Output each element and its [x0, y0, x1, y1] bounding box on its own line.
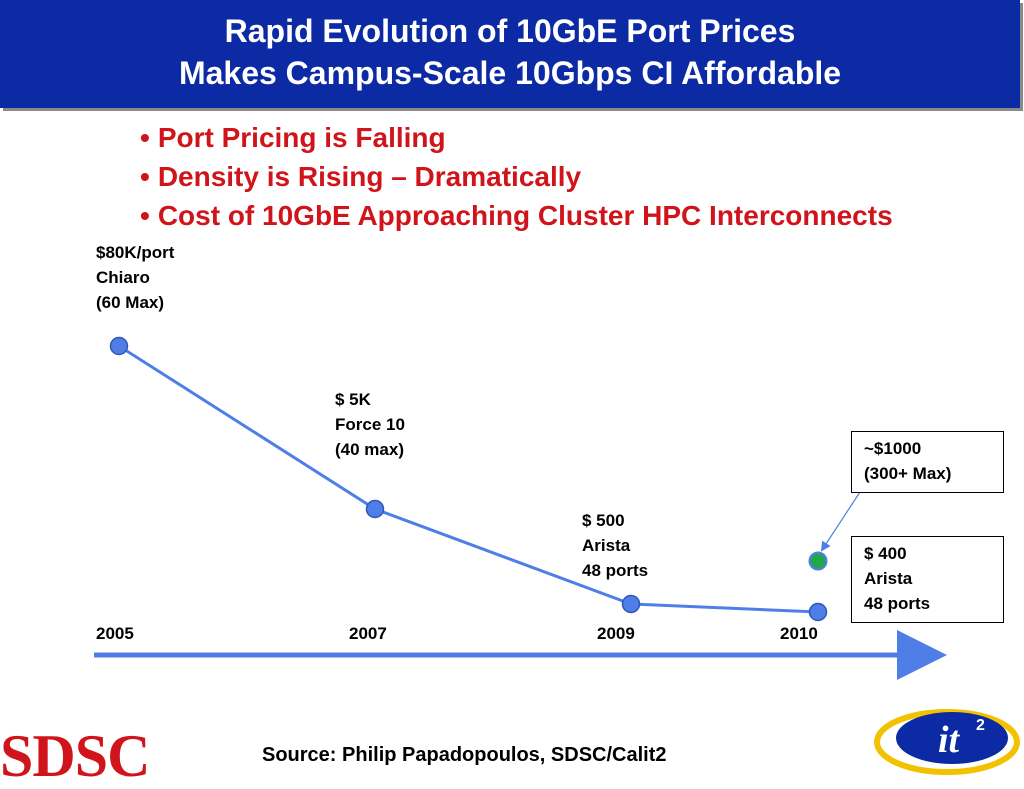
bullet-glyph: • [140, 200, 150, 231]
data-label-line: Chiaro [96, 268, 150, 287]
x-tick-label: 2009 [597, 624, 635, 643]
data-label-line: Arista [582, 536, 631, 555]
data-label-line: (60 Max) [96, 293, 165, 312]
it2-logo: it 2 [874, 709, 1020, 775]
data-point-2007 [365, 499, 385, 519]
callout-line: Arista [864, 569, 913, 588]
bullet-text: Density is Rising – Dramatically [157, 161, 582, 192]
data-label-line: $ 500 [582, 511, 625, 530]
title-line-2: Makes Campus-Scale 10Gbps CI Affordable [178, 55, 842, 91]
bullet-text: Port Pricing is Falling [157, 122, 446, 153]
callout-arrow [820, 491, 861, 552]
callout-line: ~$1000 [864, 439, 922, 458]
data-label-line: 48 ports [582, 561, 649, 580]
title-bar: Rapid Evolution of 10GbE Port Prices Mak… [0, 0, 1020, 108]
svg-text:2: 2 [976, 717, 985, 734]
bullet-text: Cost of 10GbE Approaching Cluster HPC In… [157, 200, 893, 231]
data-label-line: (40 max) [335, 440, 404, 459]
x-tick-label: 2010 [780, 624, 818, 643]
bullet-list: • Port Pricing is Falling • Density is Ris… [140, 118, 893, 235]
callout-box-1000: ~$1000 (300+ Max) [851, 431, 1004, 493]
data-label-2009: $ 500 Arista 48 ports [582, 508, 648, 583]
bullet-item: • Port Pricing is Falling [140, 118, 893, 157]
data-label-2007: $ 5K Force 10 (40 max) [335, 387, 405, 462]
x-tick-label: 2005 [96, 624, 134, 643]
bullet-item: • Cost of 10GbE Approaching Cluster HPC I… [140, 196, 893, 235]
data-point-2005 [109, 336, 129, 356]
sdsc-logo: SDSC [0, 723, 150, 789]
x-tick-label: 2007 [349, 624, 387, 643]
callout-box-400: $ 400 Arista 48 ports [851, 536, 1004, 623]
bullet-glyph: • [140, 122, 150, 153]
data-label-line: $ 5K [335, 390, 371, 409]
bullet-item: • Density is Rising – Dramatically [140, 157, 893, 196]
callout-line: $ 400 [864, 544, 907, 563]
data-label-line: Force 10 [335, 415, 405, 434]
data-label-2005: $80K/port Chiaro (60 Max) [96, 240, 174, 315]
data-point-2009 [621, 594, 641, 614]
bullet-glyph: • [140, 161, 150, 192]
source-caption: Source: Philip Papadopoulos, SDSC/Calit2 [262, 744, 667, 766]
series-line [118, 344, 819, 614]
data-label-line: $80K/port [96, 243, 175, 262]
data-point-2010 [808, 602, 828, 622]
data-point-2010-1000 [808, 551, 828, 571]
series-layer [109, 336, 828, 622]
it2-logo-text: it [938, 719, 961, 761]
callout-line: 48 ports [864, 594, 931, 613]
callout-line: (300+ Max) [864, 464, 952, 483]
title-line-1: Rapid Evolution of 10GbE Port Prices [224, 13, 796, 49]
